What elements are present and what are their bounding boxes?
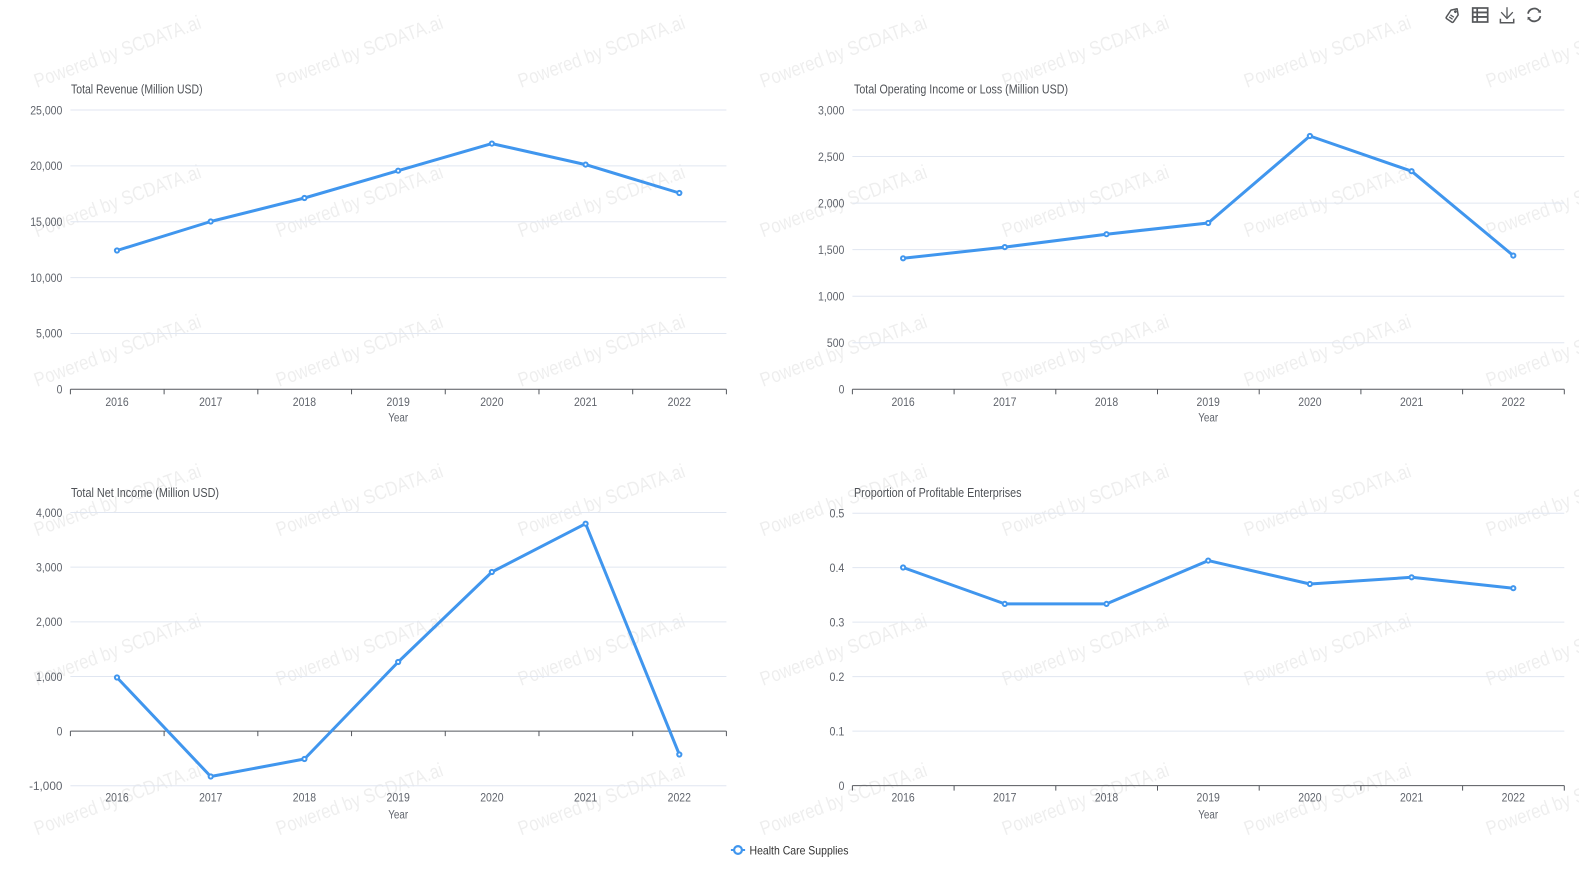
svg-text:2020: 2020 bbox=[1298, 395, 1322, 409]
svg-text:Powered by SCDATA.ai: Powered by SCDATA.ai bbox=[1241, 460, 1414, 541]
svg-text:Powered by SCDATA.ai: Powered by SCDATA.ai bbox=[757, 460, 930, 541]
svg-text:2020: 2020 bbox=[480, 395, 504, 409]
svg-text:Year: Year bbox=[1198, 809, 1218, 821]
svg-text:Powered by SCDATA.ai: Powered by SCDATA.ai bbox=[757, 12, 930, 93]
svg-text:Powered by SCDATA.ai: Powered by SCDATA.ai bbox=[999, 12, 1172, 93]
svg-text:2,500: 2,500 bbox=[818, 150, 845, 164]
svg-text:2020: 2020 bbox=[1298, 790, 1322, 804]
svg-text:25,000: 25,000 bbox=[30, 103, 62, 117]
svg-text:2016: 2016 bbox=[891, 395, 915, 409]
svg-text:2019: 2019 bbox=[387, 395, 411, 409]
svg-text:Powered by SCDATA.ai: Powered by SCDATA.ai bbox=[757, 311, 930, 392]
svg-text:Powered by SCDATA.ai: Powered by SCDATA.ai bbox=[31, 12, 204, 93]
svg-text:0.3: 0.3 bbox=[830, 615, 845, 629]
svg-text:1,500: 1,500 bbox=[818, 243, 845, 257]
svg-text:Powered by SCDATA.ai: Powered by SCDATA.ai bbox=[1241, 12, 1414, 93]
svg-text:Powered by SCDATA.ai: Powered by SCDATA.ai bbox=[1483, 311, 1579, 392]
svg-text:10,000: 10,000 bbox=[30, 271, 62, 285]
svg-text:3,000: 3,000 bbox=[818, 103, 845, 117]
svg-text:Powered by SCDATA.ai: Powered by SCDATA.ai bbox=[1241, 311, 1414, 392]
svg-text:3,000: 3,000 bbox=[36, 560, 63, 574]
svg-text:2018: 2018 bbox=[293, 790, 317, 804]
svg-text:Powered by SCDATA.ai: Powered by SCDATA.ai bbox=[1483, 460, 1579, 541]
svg-text:Powered by SCDATA.ai: Powered by SCDATA.ai bbox=[515, 759, 688, 840]
svg-text:2,000: 2,000 bbox=[818, 196, 845, 210]
svg-text:Powered by SCDATA.ai: Powered by SCDATA.ai bbox=[515, 460, 688, 541]
svg-text:2022: 2022 bbox=[1502, 790, 1526, 804]
svg-text:Powered by SCDATA.ai: Powered by SCDATA.ai bbox=[273, 311, 446, 392]
svg-text:Year: Year bbox=[388, 809, 408, 821]
svg-text:2018: 2018 bbox=[1095, 395, 1119, 409]
svg-text:2020: 2020 bbox=[480, 790, 504, 804]
svg-text:0.5: 0.5 bbox=[830, 507, 845, 521]
svg-text:2017: 2017 bbox=[199, 790, 223, 804]
svg-text:Powered by SCDATA.ai: Powered by SCDATA.ai bbox=[31, 311, 204, 392]
svg-text:2021: 2021 bbox=[574, 395, 598, 409]
svg-text:Powered by SCDATA.ai: Powered by SCDATA.ai bbox=[1483, 161, 1579, 242]
svg-text:Total Net Income (Million USD): Total Net Income (Million USD) bbox=[71, 486, 219, 500]
svg-text:5,000: 5,000 bbox=[36, 327, 63, 341]
svg-text:0: 0 bbox=[839, 779, 845, 793]
svg-text:Powered by SCDATA.ai: Powered by SCDATA.ai bbox=[273, 12, 446, 93]
svg-text:2019: 2019 bbox=[1197, 790, 1221, 804]
svg-text:Powered by SCDATA.ai: Powered by SCDATA.ai bbox=[999, 311, 1172, 392]
svg-text:Powered by SCDATA.ai: Powered by SCDATA.ai bbox=[1483, 759, 1579, 840]
svg-text:2017: 2017 bbox=[199, 395, 223, 409]
svg-text:4,000: 4,000 bbox=[36, 506, 63, 520]
svg-text:20,000: 20,000 bbox=[30, 159, 62, 173]
svg-text:2022: 2022 bbox=[1502, 395, 1526, 409]
svg-text:500: 500 bbox=[827, 336, 845, 350]
svg-text:0.4: 0.4 bbox=[830, 561, 845, 575]
svg-text:2019: 2019 bbox=[387, 790, 411, 804]
svg-text:Powered by SCDATA.ai: Powered by SCDATA.ai bbox=[1483, 12, 1579, 93]
svg-text:2021: 2021 bbox=[1400, 395, 1424, 409]
svg-text:2019: 2019 bbox=[1197, 395, 1221, 409]
svg-text:Health Care Supplies: Health Care Supplies bbox=[750, 843, 849, 857]
svg-text:2017: 2017 bbox=[993, 395, 1017, 409]
svg-text:Powered by SCDATA.ai: Powered by SCDATA.ai bbox=[31, 460, 204, 541]
svg-text:Powered by SCDATA.ai: Powered by SCDATA.ai bbox=[515, 311, 688, 392]
svg-text:Powered by SCDATA.ai: Powered by SCDATA.ai bbox=[1241, 759, 1414, 840]
svg-text:2021: 2021 bbox=[574, 790, 598, 804]
svg-text:2022: 2022 bbox=[668, 395, 692, 409]
svg-text:2016: 2016 bbox=[891, 790, 915, 804]
svg-text:1,000: 1,000 bbox=[36, 670, 63, 684]
svg-text:2022: 2022 bbox=[668, 790, 692, 804]
svg-text:Total Revenue (Million USD): Total Revenue (Million USD) bbox=[71, 83, 203, 97]
svg-text:Year: Year bbox=[388, 413, 408, 425]
svg-text:2016: 2016 bbox=[105, 790, 129, 804]
svg-text:0: 0 bbox=[839, 383, 845, 397]
svg-text:Powered by SCDATA.ai: Powered by SCDATA.ai bbox=[999, 759, 1172, 840]
svg-text:Powered by SCDATA.ai: Powered by SCDATA.ai bbox=[273, 460, 446, 541]
svg-text:0.1: 0.1 bbox=[830, 724, 845, 738]
svg-text:Powered by SCDATA.ai: Powered by SCDATA.ai bbox=[515, 161, 688, 242]
svg-text:15,000: 15,000 bbox=[30, 215, 62, 229]
svg-text:Powered by SCDATA.ai: Powered by SCDATA.ai bbox=[273, 161, 446, 242]
svg-text:2018: 2018 bbox=[1095, 790, 1119, 804]
svg-text:Total Operating Income or Loss: Total Operating Income or Loss (Million … bbox=[854, 83, 1068, 97]
svg-text:0: 0 bbox=[57, 383, 63, 397]
svg-text:2016: 2016 bbox=[105, 395, 129, 409]
svg-text:2021: 2021 bbox=[1400, 790, 1424, 804]
svg-text:Proportion of Profitable Enter: Proportion of Profitable Enterprises bbox=[854, 486, 1022, 500]
svg-text:0.2: 0.2 bbox=[830, 670, 845, 684]
svg-text:Powered by SCDATA.ai: Powered by SCDATA.ai bbox=[515, 12, 688, 93]
svg-text:2017: 2017 bbox=[993, 790, 1017, 804]
svg-text:-1,000: -1,000 bbox=[29, 779, 63, 793]
svg-text:2018: 2018 bbox=[293, 395, 317, 409]
svg-text:0: 0 bbox=[57, 724, 63, 738]
svg-text:Powered by SCDATA.ai: Powered by SCDATA.ai bbox=[999, 460, 1172, 541]
svg-text:Year: Year bbox=[1198, 413, 1218, 425]
svg-text:1,000: 1,000 bbox=[818, 290, 845, 304]
svg-text:2,000: 2,000 bbox=[36, 615, 63, 629]
